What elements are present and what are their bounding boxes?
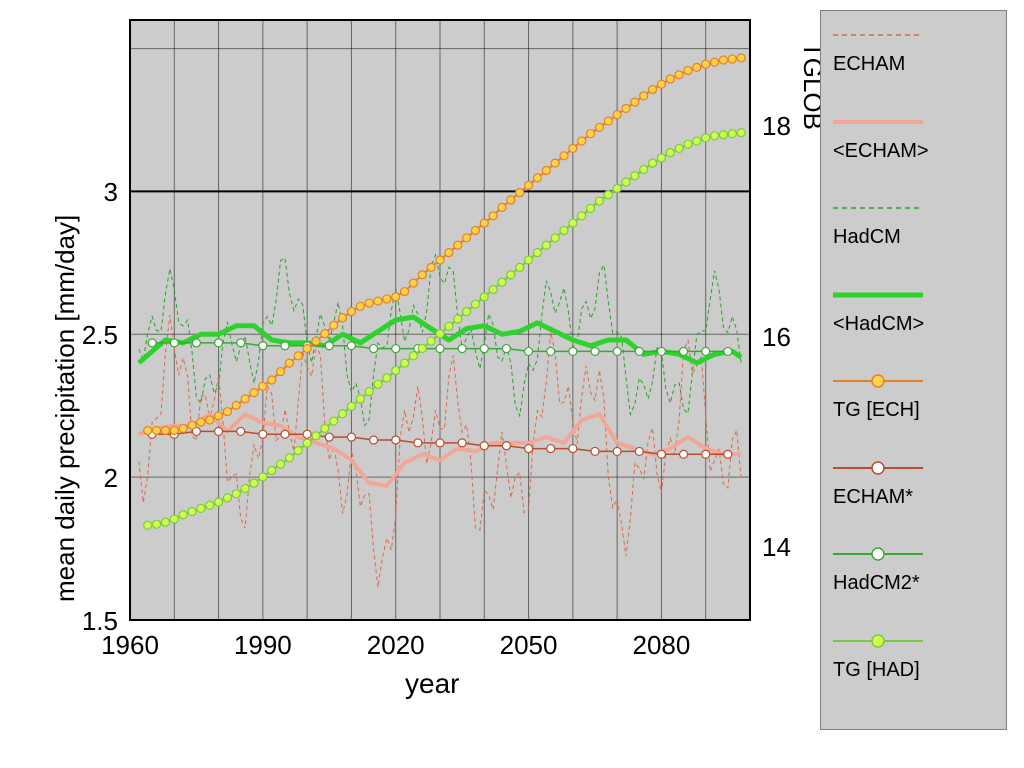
legend-swatch — [833, 25, 953, 45]
tick-label: 3 — [104, 177, 118, 208]
legend-label: HadCM — [833, 226, 901, 249]
legend-label: TG [HAD] — [833, 659, 920, 682]
stage: mean daily precipitation [mm/day] TGLOB … — [0, 0, 1024, 768]
legend-label: ECHAM — [833, 53, 905, 76]
legend-swatch — [833, 371, 953, 391]
legend-swatch — [833, 631, 953, 651]
legend-label: ECHAM* — [833, 486, 913, 509]
series-tg-ech — [148, 58, 741, 431]
tick-label: 1.5 — [82, 606, 118, 637]
legend-swatch — [833, 285, 953, 305]
x-axis-label: year — [405, 668, 459, 700]
legend-label: <HadCM> — [833, 313, 924, 336]
legend-label: <ECHAM> — [833, 140, 929, 163]
tick-label: 2020 — [367, 630, 425, 661]
tick-label: 2.5 — [82, 320, 118, 351]
tick-label: 1990 — [234, 630, 292, 661]
legend-box: ECHAM <ECHAM> HadCM <HadCM> TG [ECH] ECHAM* Ha… — [820, 10, 1007, 730]
y-axis-left-label: mean daily precipitation [mm/day] — [50, 215, 81, 602]
legend-swatch — [833, 544, 953, 564]
tick-label: 2080 — [633, 630, 691, 661]
legend-label: TG [ECH] — [833, 399, 920, 422]
tick-label: 14 — [762, 532, 791, 563]
legend-label: HadCM2* — [833, 572, 920, 595]
tick-label: 2050 — [500, 630, 558, 661]
legend-swatch — [833, 112, 953, 132]
tick-label: 2 — [104, 463, 118, 494]
legend-swatch — [833, 198, 953, 218]
tick-label: 16 — [762, 322, 791, 353]
tick-label: 18 — [762, 111, 791, 142]
legend-swatch — [833, 458, 953, 478]
